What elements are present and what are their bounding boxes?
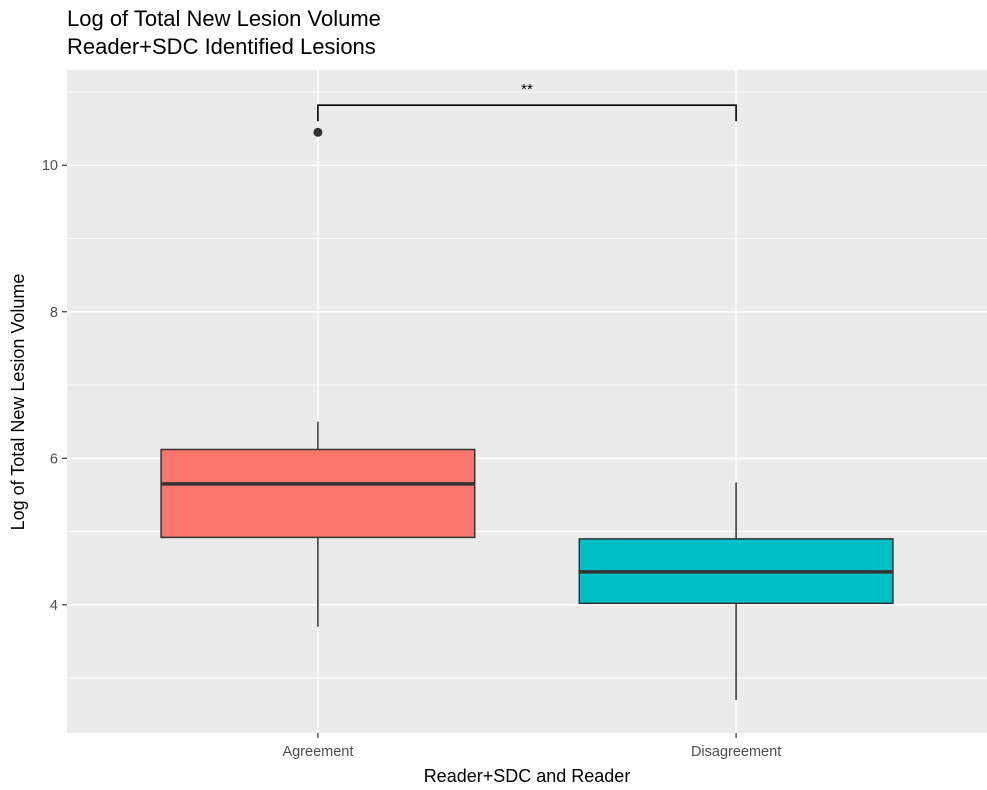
y-tick-label: 6 [50,451,58,467]
y-axis: 4 6 8 10 [42,158,67,614]
box-agreement [160,127,476,627]
outlier-point [313,127,323,137]
iqr-box [160,448,476,539]
grid-lines [67,70,987,733]
significance-bracket: ** [317,81,737,122]
box-disagreement [578,482,894,701]
x-axis: Agreement Disagreement [282,733,781,760]
plot-panel [67,70,987,733]
significance-label: ** [521,81,533,98]
y-tick-label: 10 [42,158,58,174]
x-tick-label: Disagreement [691,744,781,760]
x-tick-label: Agreement [282,744,353,760]
bracket-line [317,104,737,122]
y-axis-title: Log of Total New Lesion Volume [8,274,28,531]
x-axis-title: Reader+SDC and Reader [424,766,631,786]
y-tick-label: 4 [50,598,58,614]
boxes-layer [160,127,894,701]
chart-subtitle: Reader+SDC Identified Lesions [67,34,376,59]
y-tick-label: 8 [50,305,58,321]
chart-title: Log of Total New Lesion Volume [67,6,381,31]
